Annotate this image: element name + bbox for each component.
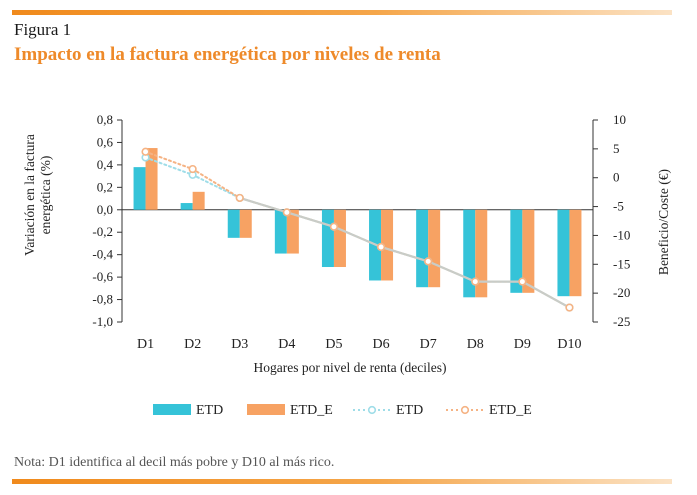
y-axis-title-left: Variación en la factura [22,134,37,256]
top-accent-rule [12,10,672,15]
bar-etd-d9 [510,209,523,293]
figure-label: Figura 1 [14,20,72,39]
bottom-accent-rule [12,479,672,484]
x-tick-label: D9 [514,337,531,352]
x-tick-label: D1 [137,337,154,352]
figure-title: Impacto en la factura energética por niv… [14,44,441,65]
legend-label: ETD_E [489,403,532,418]
left-tick-label: 0,6 [97,134,114,149]
right-tick-label: -15 [613,256,630,271]
point-etd-e-d7 [424,257,433,266]
left-tick-label: -0,2 [92,224,113,239]
legend-swatch-etd-e-bar [247,404,285,415]
right-tick-label: -20 [613,285,630,300]
x-tick-label: D4 [278,337,295,352]
bar-etd-d7 [416,209,429,288]
bar-etd-d10 [557,209,570,297]
x-tick-label: D10 [557,337,581,352]
bar-etd-e-d10 [569,209,582,297]
line-etd-e [144,150,571,309]
x-tick-label: D2 [184,337,201,352]
right-tick-label: 5 [613,141,620,156]
chart-legend: ETD ETD_E ETD ETD_E [153,403,532,418]
right-tick-label: 10 [613,112,626,127]
bar-etd-e-d8 [475,209,488,298]
x-tick-label: D8 [467,337,484,352]
point-etd-e-d6 [376,242,386,252]
bar-etd-e-d7 [428,209,441,288]
right-tick-label: -5 [613,199,624,214]
left-tick-label: -0,6 [92,269,113,284]
legend-swatch-etd-bar [153,404,191,415]
line-overlap-segment [239,196,570,309]
legend-label: ETD_E [290,403,333,418]
bar-etd-d1 [133,167,146,210]
left-tick-label: -0,8 [92,292,113,307]
bar-etd-d3 [227,209,240,238]
left-tick-label: -0,4 [92,247,113,262]
x-axis-title: Hogares por nivel de renta (deciles) [253,360,446,375]
bar-etd-d8 [463,209,476,298]
legend-label: ETD [196,403,223,418]
x-tick-label: D7 [420,337,437,352]
bar-etd-e-d2 [192,191,205,210]
bar-etd-d2 [180,203,193,210]
x-tick-label: D3 [231,337,248,352]
point-etd-e-d2 [188,164,197,174]
legend-label: ETD [396,403,423,418]
chart-labels: 0,8 0,6 0,4 0,2 0,0 -0,2 -0,4 -0,6 -0,8 -1,0 10 5 0 -… [22,112,671,375]
left-tick-label: 0,4 [97,157,114,172]
left-tick-label: 0,0 [97,202,113,217]
point-etd-e-d3 [235,193,244,203]
bar-etd-e-d9 [522,209,535,293]
legend-marker-etd-e-line [460,405,470,415]
bar-etd-e-d5 [333,209,346,268]
bar-etd-d5 [321,209,334,268]
bar-etd-e-d1 [145,148,158,210]
chart-lines [141,147,574,312]
bar-etd-d4 [274,209,287,254]
y-axis-title-right: Beneficio/Coste (€) [656,169,671,275]
bar-etd-e-d3 [239,209,252,238]
left-tick-label: 0,2 [97,179,113,194]
right-tick-label: -25 [613,314,630,329]
left-tick-label: -1,0 [92,314,113,329]
figure-note: Nota: D1 identifica al decil más pobre y… [14,455,335,470]
point-etd-e-d8 [471,277,480,286]
y-axis-title-left: energética (%) [38,156,53,235]
right-tick-label: -10 [613,227,630,242]
point-etd-e-d9 [518,277,527,286]
point-etd-e-d4 [282,208,291,217]
bar-etd-e-d6 [381,209,394,281]
left-tick-label: 0,8 [97,112,113,127]
bar-etd-e-d4 [286,209,299,254]
chart-bars [133,148,582,298]
point-etd-e-d1 [141,147,150,156]
right-tick-label: 0 [613,170,620,185]
x-tick-label: D6 [372,337,389,352]
point-etd-e-d5 [329,222,339,231]
x-tick-label: D5 [325,337,342,352]
legend-marker-etd-line [367,405,377,415]
point-etd-e-d10 [565,303,574,312]
